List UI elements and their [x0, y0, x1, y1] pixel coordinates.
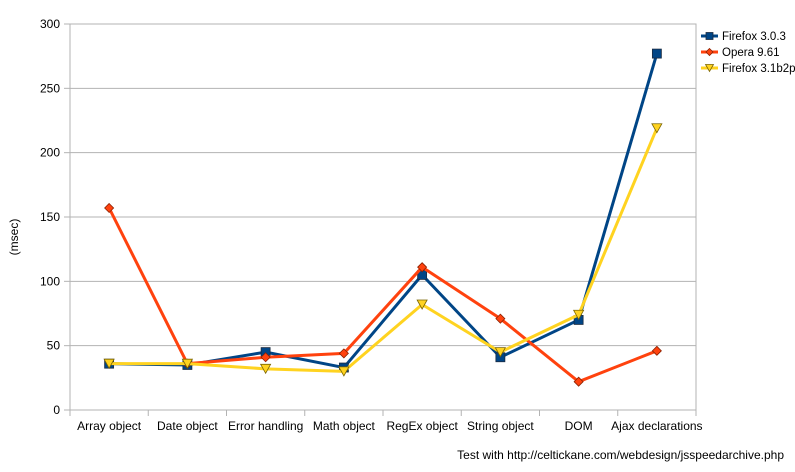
data-point: [416, 299, 428, 310]
series-1: [104, 48, 662, 373]
y-tick-label: 0: [53, 403, 60, 417]
x-tick-label: Ajax declarations: [611, 419, 702, 433]
data-point: [705, 32, 714, 40]
x-axis-ticks: Array object Date object Error handling Mat…: [69, 410, 703, 433]
x-tick-label: Error handling: [228, 419, 303, 433]
data-point: [572, 309, 585, 321]
x-tick-label: Math object: [313, 419, 376, 433]
legend-item: Opera 9.61: [701, 47, 780, 59]
data-point: [651, 345, 662, 356]
data-point: [573, 376, 584, 387]
gridlines: [70, 23, 696, 411]
data-point: [338, 366, 350, 377]
legend-item: Firefox 3.0.3: [701, 31, 786, 43]
legend-item: Firefox 3.1b2pre: [701, 63, 795, 75]
data-point: [260, 352, 271, 363]
x-tick-label: Array object: [77, 419, 142, 433]
data-point: [704, 64, 715, 73]
data-point: [338, 348, 349, 359]
series-group: [103, 48, 663, 387]
y-tick-label: 150: [40, 210, 60, 224]
data-point: [651, 48, 662, 59]
data-point: [494, 347, 507, 358]
y-tick-label: 50: [47, 339, 61, 353]
data-point: [417, 262, 428, 273]
y-tick-label: 200: [40, 146, 60, 160]
legend-label: Opera 9.61: [722, 47, 780, 59]
data-point: [103, 358, 115, 370]
series-line: [109, 127, 659, 373]
x-tick-label: Date object: [157, 419, 218, 433]
data-point: [259, 363, 272, 375]
y-axis-ticks: 0 50 100 150 200 250 300: [40, 17, 70, 417]
data-point: [651, 123, 663, 134]
data-point: [705, 47, 714, 57]
x-tick-label: RegEx object: [386, 419, 458, 433]
legend: Firefox 3.0.3 Opera 9.61 Firefox 3.1b2pre: [701, 31, 795, 75]
series-3: [103, 123, 663, 377]
y-axis-label: (msec): [7, 219, 21, 256]
legend-label: Firefox 3.0.3: [722, 31, 786, 43]
data-point: [495, 313, 506, 324]
series-line: [107, 207, 658, 384]
y-tick-label: 300: [40, 17, 60, 31]
legend-label: Firefox 3.1b2pre: [722, 63, 795, 75]
x-tick-label: DOM: [565, 419, 593, 433]
y-tick-label: 100: [40, 274, 60, 288]
footnote: Test with http://celtickane.com/webdesig…: [457, 448, 784, 462]
data-point: [181, 358, 194, 370]
x-tick-label: String object: [467, 419, 534, 433]
y-tick-label: 250: [40, 81, 60, 95]
data-point: [104, 202, 115, 214]
